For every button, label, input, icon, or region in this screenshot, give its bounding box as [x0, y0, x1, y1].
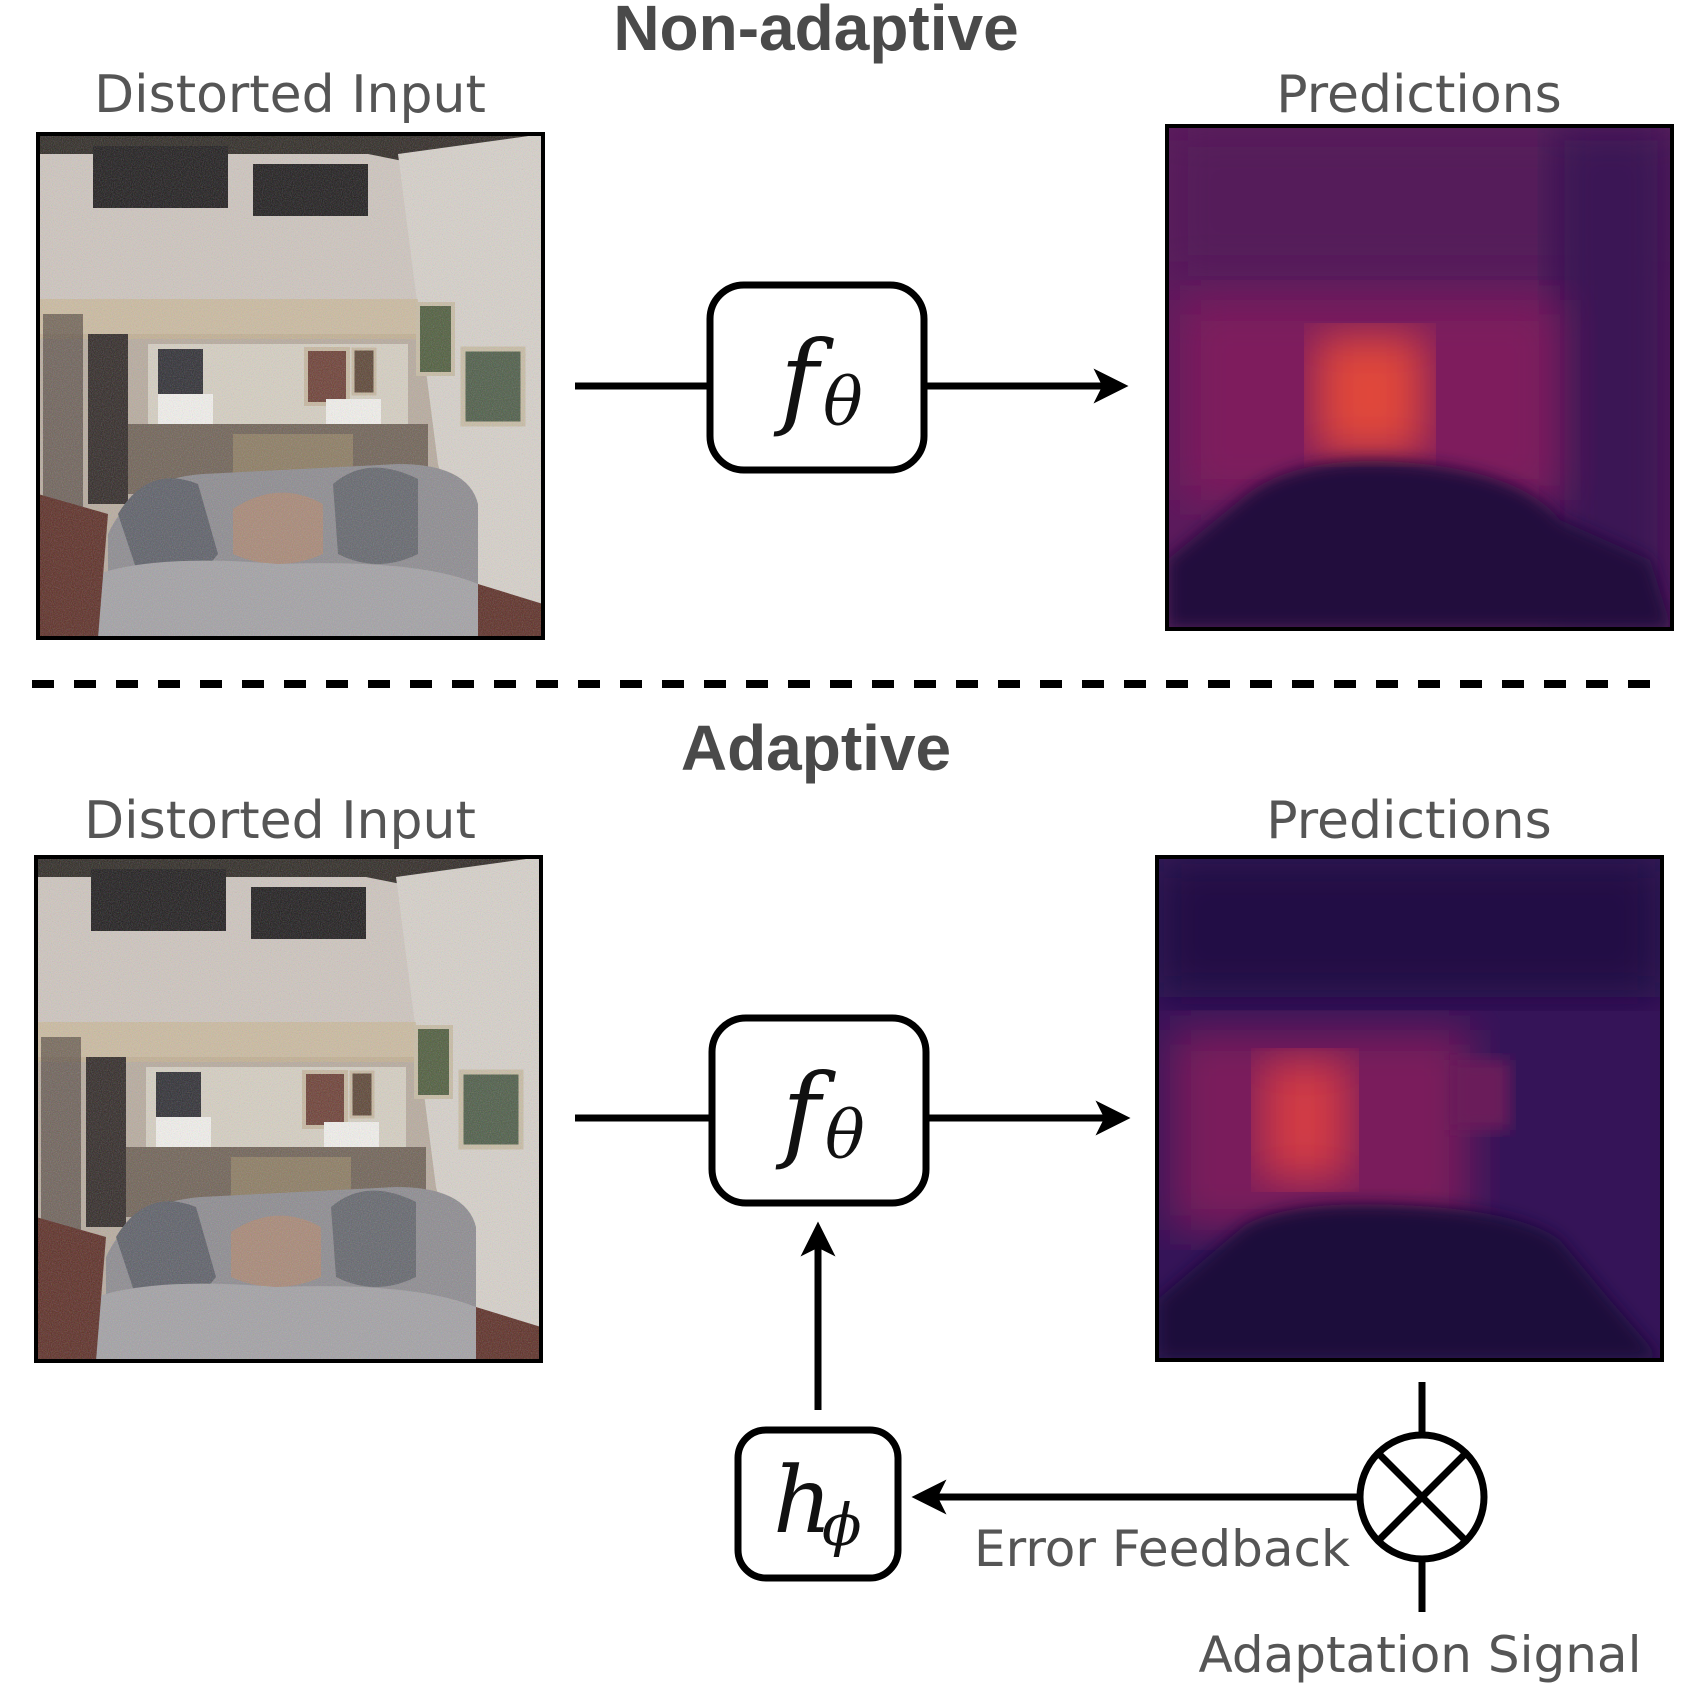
section-title-non-adaptive: Non-adaptive [613, 0, 1018, 64]
adapter-symbol: h [773, 1447, 832, 1554]
model-subscript-top: θ [823, 364, 863, 441]
model-box-top [706, 281, 928, 474]
adapter-box [734, 1426, 902, 1582]
output-label-top: Predictions [1276, 65, 1561, 125]
model-subscript-bottom: θ [825, 1097, 865, 1174]
distorted-input-image-bottom [36, 857, 541, 1367]
error-feedback-label: Error Feedback [974, 1520, 1350, 1578]
circled-x-icon [1356, 1431, 1488, 1563]
adaptive-section: Adaptive Distorted Input Predictions f θ… [34, 712, 1664, 1684]
adaptation-signal-label: Adaptation Signal [1199, 1626, 1642, 1684]
input-label-bottom: Distorted Input [84, 791, 476, 851]
adapter-subscript: ϕ [822, 1491, 862, 1559]
distorted-input-frame-bottom [34, 855, 543, 1363]
predictions-depth-map-bottom [1157, 857, 1662, 1360]
output-label-bottom: Predictions [1266, 791, 1551, 851]
input-label-top: Distorted Input [94, 65, 486, 125]
model-box-bottom [708, 1014, 930, 1207]
section-title-adaptive: Adaptive [681, 712, 951, 784]
predictions-frame-top [1165, 124, 1674, 631]
predictions-frame-bottom [1155, 855, 1664, 1362]
distorted-input-image-top [38, 134, 543, 644]
distorted-input-frame-top [36, 132, 545, 640]
non-adaptive-section: Non-adaptive Distorted Input Predictions… [36, 0, 1674, 644]
predictions-depth-map-top [1167, 126, 1672, 629]
